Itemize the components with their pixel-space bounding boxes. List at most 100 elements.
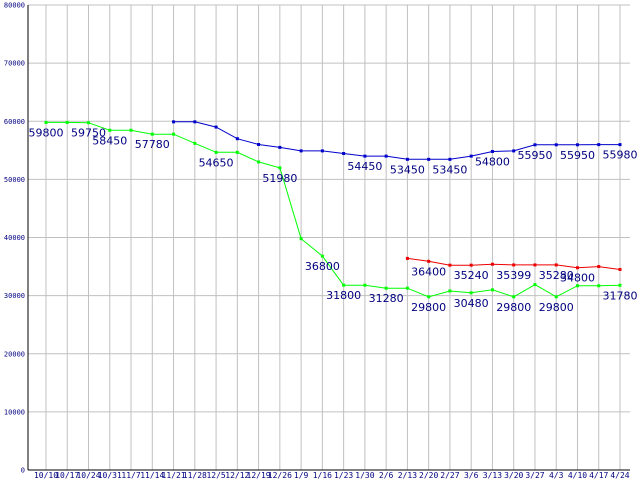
series-point	[172, 132, 176, 136]
x-tick-label: 4/24	[610, 471, 629, 480]
data-label: 31280	[369, 292, 404, 305]
data-label: 59800	[29, 126, 64, 139]
series-point	[490, 288, 494, 292]
x-tick-label: 2/6	[379, 471, 394, 480]
data-label: 53450	[432, 163, 467, 176]
series-point	[469, 154, 473, 158]
x-tick-label: 12/12	[225, 471, 249, 480]
data-label: 36800	[305, 260, 340, 273]
series-point	[575, 284, 579, 288]
series-point	[490, 149, 494, 153]
series-point	[108, 128, 112, 132]
series-point	[342, 152, 346, 156]
x-tick-label: 3/20	[504, 471, 523, 480]
x-tick-label: 1/9	[294, 471, 309, 480]
x-tick-label: 3/13	[483, 471, 502, 480]
x-tick-label: 4/10	[568, 471, 587, 480]
x-tick-label: 11/28	[183, 471, 207, 480]
series-point	[448, 263, 452, 267]
series-point	[299, 149, 303, 153]
series-point	[533, 143, 537, 147]
series-layer	[44, 120, 622, 299]
series-point	[405, 256, 409, 260]
x-tick-label: 12/19	[247, 471, 271, 480]
series-point	[554, 263, 558, 267]
series-point	[150, 132, 154, 136]
series-point	[490, 262, 494, 266]
series-point	[448, 289, 452, 293]
y-tick-label: 0	[21, 467, 25, 475]
series-point	[618, 143, 622, 147]
data-label: 55980	[603, 149, 638, 162]
series-1	[172, 120, 622, 161]
x-tick-label: 2/13	[398, 471, 417, 480]
x-tick-label: 11/14	[140, 471, 164, 480]
series-point	[214, 125, 218, 129]
data-label: 29800	[411, 301, 446, 314]
data-label: 29800	[539, 301, 574, 314]
series-point	[512, 149, 516, 153]
series-point	[214, 150, 218, 154]
x-tick-label: 2/20	[419, 471, 438, 480]
series-point	[469, 263, 473, 267]
y-tick-label: 10000	[4, 408, 25, 416]
data-label: 54650	[199, 156, 234, 169]
series-point	[235, 137, 239, 141]
series-point	[342, 283, 346, 287]
data-label: 53450	[390, 163, 425, 176]
x-tick-label: 10/17	[55, 471, 79, 480]
y-tick-label: 40000	[4, 234, 25, 242]
y-tick-label: 80000	[4, 2, 25, 10]
series-point	[469, 291, 473, 295]
series-point	[384, 154, 388, 158]
series-0	[44, 120, 622, 299]
data-label: 31800	[326, 289, 361, 302]
series-point	[320, 254, 324, 258]
series-point	[278, 145, 282, 149]
series-line	[46, 121, 621, 298]
series-point	[597, 265, 601, 269]
series-point	[512, 263, 516, 267]
series-point	[257, 160, 261, 164]
data-label: 55950	[560, 149, 595, 162]
data-label: 59750	[71, 127, 106, 140]
data-label: 31780	[603, 289, 638, 302]
data-label: 54450	[347, 160, 382, 173]
series-point	[363, 283, 367, 287]
x-tick-label: 3/6	[464, 471, 479, 480]
series-line	[173, 121, 620, 160]
x-tick-label: 1/23	[334, 471, 353, 480]
x-tick-label: 1/16	[313, 471, 332, 480]
series-point	[597, 284, 601, 288]
x-tick-label: 3/27	[525, 471, 544, 480]
data-label: 57780	[135, 138, 170, 151]
x-tick-label: 10/10	[34, 471, 58, 480]
series-point	[533, 283, 537, 287]
x-tick-label: 4/17	[589, 471, 608, 480]
series-point	[597, 143, 601, 147]
x-tick-label: 10/31	[98, 471, 122, 480]
series-point	[129, 128, 133, 132]
series-point	[87, 121, 91, 125]
series-point	[44, 120, 48, 124]
x-tick-label: 12/26	[268, 471, 292, 480]
horizontal-gridlines	[28, 4, 630, 471]
series-point	[405, 286, 409, 290]
axes	[27, 5, 630, 471]
series-point	[618, 283, 622, 287]
data-label: 29800	[496, 301, 531, 314]
x-tick-label: 11/21	[162, 471, 186, 480]
series-point	[618, 267, 622, 271]
series-point	[65, 120, 69, 124]
series-point	[299, 237, 303, 241]
series-point	[427, 157, 431, 161]
y-tick-label: 70000	[4, 60, 25, 68]
series-point	[405, 157, 409, 161]
series-point	[427, 259, 431, 263]
data-label: 34800	[560, 272, 595, 285]
series-point	[363, 154, 367, 158]
data-label: 35280	[539, 269, 574, 282]
series-2	[405, 256, 622, 271]
data-label: 55950	[517, 149, 552, 162]
